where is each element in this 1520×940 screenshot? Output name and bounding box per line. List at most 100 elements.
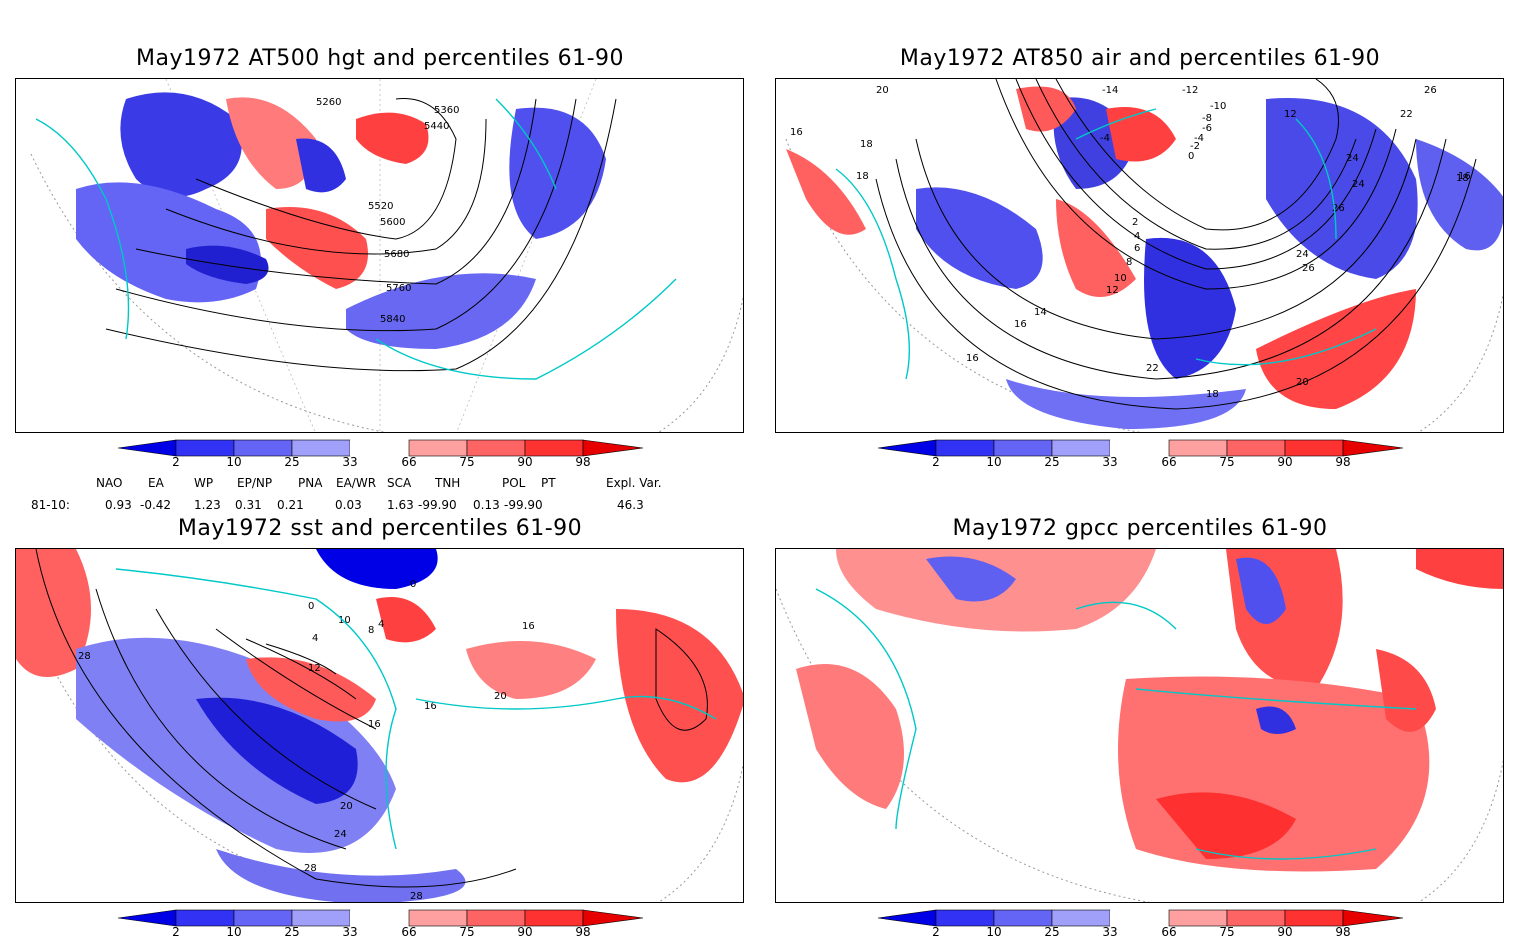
index-header: Expl. Var.: [606, 476, 662, 490]
contour-label: -4: [1194, 133, 1204, 144]
contour-label: -4: [1100, 133, 1110, 144]
index-header: TNH: [435, 476, 461, 490]
contour-label: 28: [304, 863, 317, 874]
colorbar-top-left: 2 10 25 33 66 75 90 98: [117, 439, 644, 472]
index-header: SCA: [387, 476, 412, 490]
colorbar-tick: 33: [342, 925, 358, 939]
index-value: 0.21: [277, 498, 304, 512]
colorbar-tick: 25: [284, 455, 300, 469]
contour-label: 14: [1034, 307, 1047, 318]
index-header: NAO: [96, 476, 123, 490]
colorbar-tick: 75: [1219, 925, 1235, 939]
index-header: WP: [194, 476, 214, 490]
colorbar-tick: 2: [172, 455, 180, 469]
contour-label: 4: [378, 619, 384, 630]
contour-label: -2: [1190, 141, 1200, 152]
index-value: 1.23: [194, 498, 221, 512]
colorbar-tick: 33: [342, 455, 358, 469]
colorbar-tick: 98: [575, 925, 591, 939]
contour-label: 28: [410, 891, 423, 902]
colorbar-bottom-left: 2 10 25 33 66 75 90 98: [117, 909, 644, 940]
contour-label: -6: [1202, 123, 1212, 134]
contour-label: 16: [522, 621, 535, 632]
map-panel-hgt500: 5260 5360 5440 5520 5600 5680 5760 5840: [15, 78, 744, 433]
colorbar-tick: 98: [575, 455, 591, 469]
panel-title-sst: May1972 sst and percentiles 61-90: [177, 516, 583, 541]
colorbar-tick: 10: [986, 925, 1002, 939]
contour-label: 24: [1296, 249, 1309, 260]
contour-label: 26: [1302, 263, 1315, 274]
index-value: 0.31: [235, 498, 262, 512]
contour-label: 10: [338, 615, 351, 626]
contour-label: 2: [1132, 217, 1138, 228]
colorbar-swatches: [117, 439, 644, 457]
contour-label: 24: [334, 829, 347, 840]
panel-title-hgt500: May1972 AT500 hgt and percentiles 61-90: [135, 46, 625, 71]
contour-label: 5760: [386, 283, 411, 294]
colorbar-bottom-right: 2 10 25 33 66 75 90 98: [877, 909, 1404, 940]
colorbar-tick: 90: [1277, 925, 1293, 939]
index-header: PT: [541, 476, 556, 490]
colorbar-tick: 10: [986, 455, 1002, 469]
colorbar-tick: 2: [172, 925, 180, 939]
colorbar-tick: 2: [932, 455, 940, 469]
colorbar-tick: 75: [1219, 455, 1235, 469]
index-value: 0.93: [105, 498, 132, 512]
index-value: -0.42: [140, 498, 172, 512]
contour-label: 24: [1352, 179, 1365, 190]
contour-label: 20: [876, 85, 889, 96]
colorbar-swatches: [117, 909, 644, 927]
map-gpcc: [776, 549, 1503, 902]
contour-label: 6: [1134, 243, 1140, 254]
index-header: EA/WR: [336, 476, 377, 490]
contour-label: 18: [860, 139, 873, 150]
contour-label: 28: [78, 651, 91, 662]
colorbar-tick: 98: [1335, 455, 1351, 469]
map-sst: 28 0 4 8 0 4 12 16 16 16 20 20 24 28 28 …: [16, 549, 743, 902]
colorbar-tick: 66: [1161, 925, 1177, 939]
colorbar-tick: 33: [1102, 925, 1118, 939]
index-value: 1.63: [387, 498, 414, 512]
contour-label: 5440: [424, 121, 449, 132]
contour-label: 26: [1424, 85, 1437, 96]
map-hgt500: 5260 5360 5440 5520 5600 5680 5760 5840: [30, 79, 743, 432]
colorbar-tick: 66: [1161, 455, 1177, 469]
contour-label: 8: [368, 625, 374, 636]
contour-label: 5520: [368, 201, 393, 212]
colorbar-tick: 25: [284, 925, 300, 939]
contour-label: 18: [1206, 389, 1219, 400]
colorbar-tick: 90: [1277, 455, 1293, 469]
contour-label: 20: [340, 801, 353, 812]
index-header: PNA: [298, 476, 323, 490]
contour-label: -8: [1202, 113, 1212, 124]
colorbar-swatches: [877, 909, 1404, 927]
contour-label: 26: [1332, 203, 1345, 214]
contour-label: -10: [1210, 101, 1226, 112]
index-value: 0.13: [473, 498, 500, 512]
index-row-label: 81-10:: [31, 498, 70, 512]
panel-title-air850: May1972 AT850 air and percentiles 61-90: [899, 46, 1381, 71]
contour-label: 16: [368, 719, 381, 730]
contour-label: 5680: [384, 249, 409, 260]
contour-label: 5600: [380, 217, 405, 228]
index-value: 46.3: [617, 498, 644, 512]
contour-label: 22: [1146, 363, 1159, 374]
panel-title-gpcc: May1972 gpcc percentiles 61-90: [952, 516, 1328, 541]
contour-label: -14: [1102, 85, 1118, 96]
contour-label: 5840: [380, 314, 405, 325]
contour-label: 24: [1346, 153, 1359, 164]
colorbar-tick: 25: [1044, 455, 1060, 469]
contour-label: 4: [312, 633, 318, 644]
colorbar-tick: 90: [517, 455, 533, 469]
colorbar-tick: 75: [459, 455, 475, 469]
contour-label: 4: [1134, 231, 1140, 242]
index-header: EP/NP: [237, 476, 273, 490]
contour-label: 12: [308, 663, 321, 674]
contour-label: 16: [424, 701, 437, 712]
contour-label: 0: [308, 601, 314, 612]
colorbar-tick: 2: [932, 925, 940, 939]
contour-label: 10: [1114, 273, 1127, 284]
map-panel-air850: 20 16 18 18 -14 -12 -10 -8 -6 -4 -4 -2 0…: [775, 78, 1504, 433]
colorbar-tick: 75: [459, 925, 475, 939]
colorbar-swatches: [877, 439, 1404, 457]
